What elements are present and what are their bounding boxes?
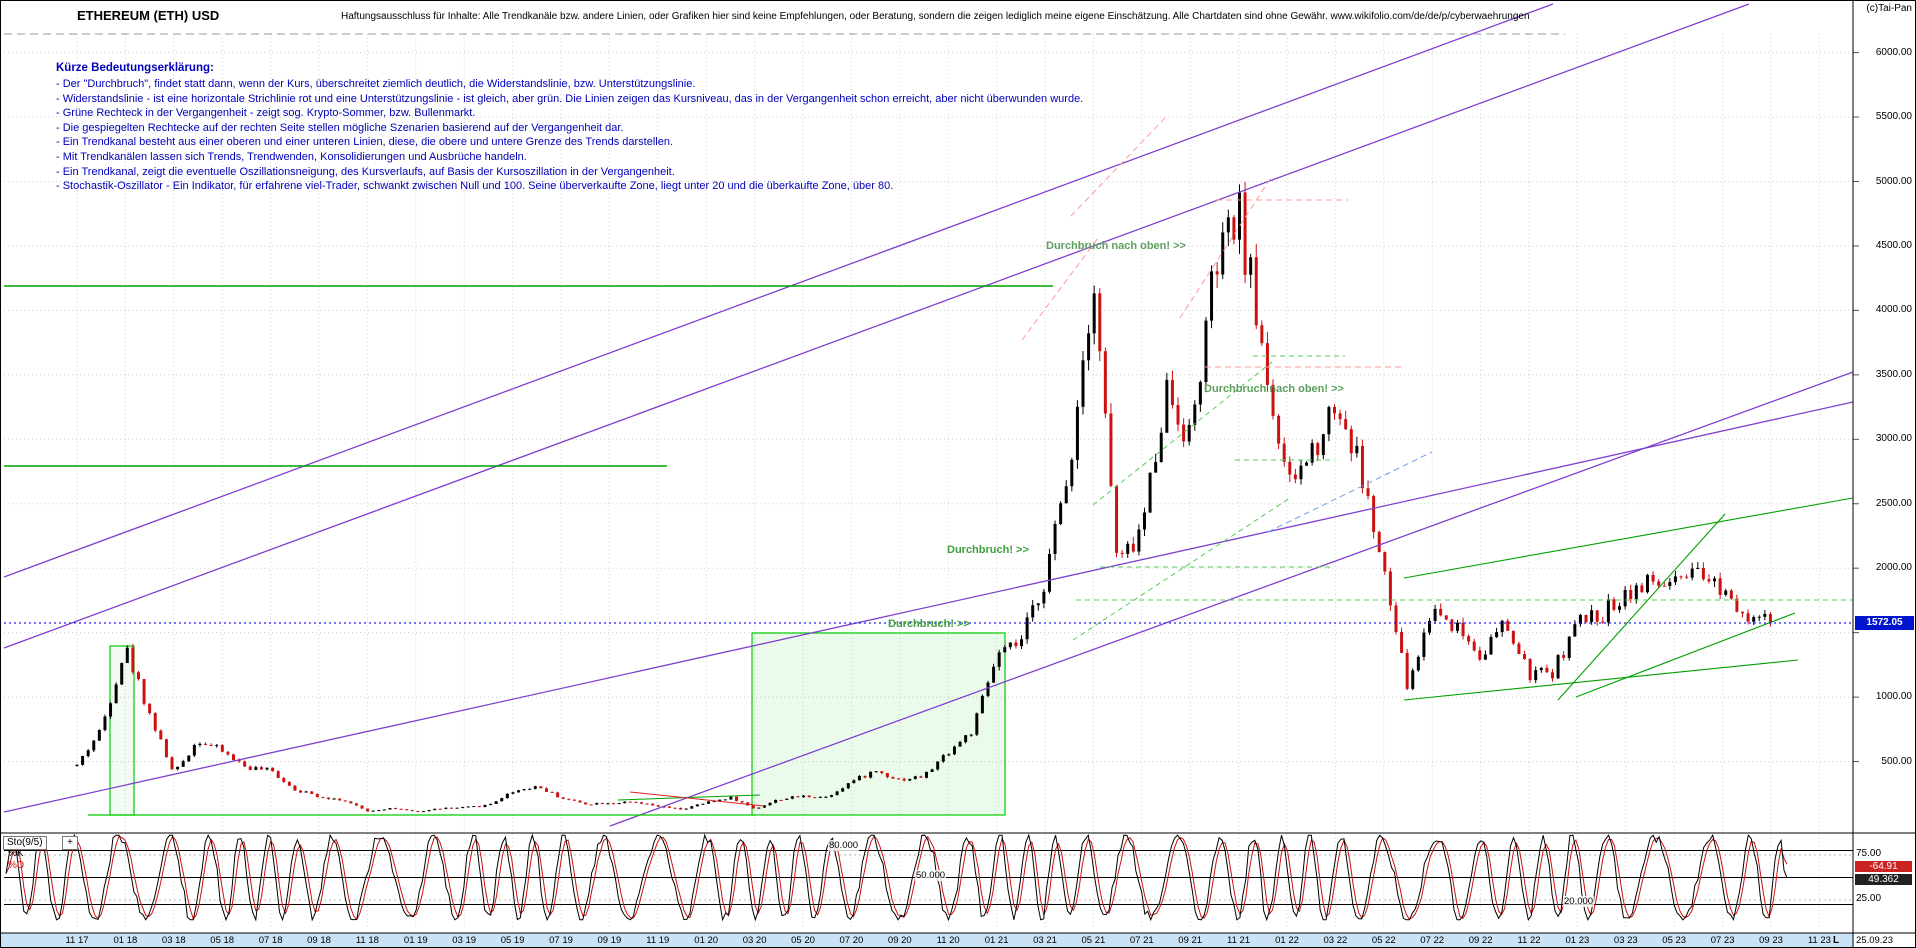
current-price-box: 1572.05 <box>1855 616 1914 630</box>
date-axis-strip <box>0 933 1853 948</box>
indicator-button[interactable]: Sto(9/5) <box>3 836 47 850</box>
add-indicator-button[interactable]: + <box>62 836 78 850</box>
